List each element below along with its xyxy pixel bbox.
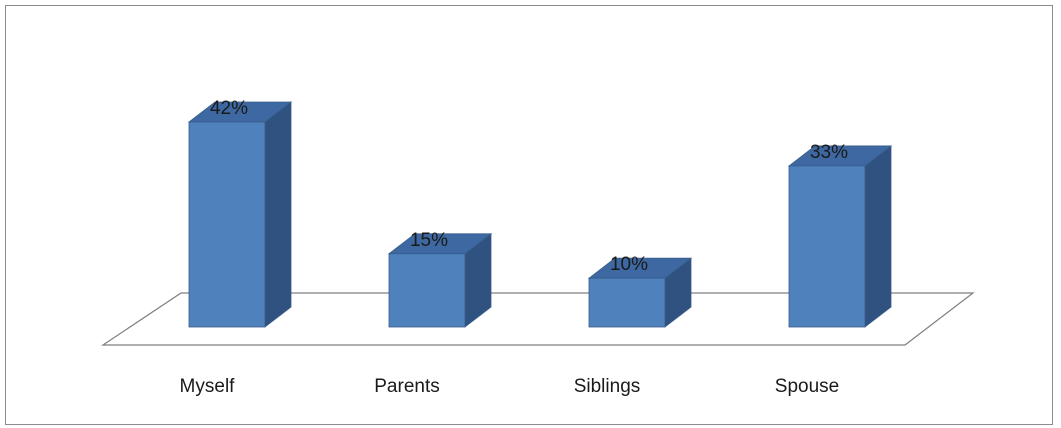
data-label-parents: 15% <box>410 230 448 251</box>
bar-siblings <box>587 257 693 328</box>
labels-layer: 42% Myself 15% Parents 10% Siblings 33% Spouse <box>180 98 849 397</box>
bar-spouse <box>787 145 893 328</box>
bar-side-spouse <box>864 145 892 328</box>
data-label-siblings: 10% <box>610 254 648 275</box>
data-label-myself: 42% <box>210 98 248 119</box>
bar-front-myself <box>188 121 266 328</box>
bar-front-siblings <box>588 277 666 328</box>
chart-floor <box>101 292 975 346</box>
data-label-spouse: 33% <box>810 142 848 163</box>
category-label-siblings: Siblings <box>574 376 641 397</box>
category-label-spouse: Spouse <box>775 376 839 397</box>
category-label-myself: Myself <box>180 376 236 397</box>
category-label-parents: Parents <box>374 376 439 397</box>
bar-parents <box>387 232 493 328</box>
bar-front-spouse <box>788 165 866 328</box>
bar-side-myself <box>264 101 292 328</box>
bars-layer <box>187 101 893 328</box>
bar-front-parents <box>388 253 466 328</box>
bar-myself <box>187 101 293 328</box>
